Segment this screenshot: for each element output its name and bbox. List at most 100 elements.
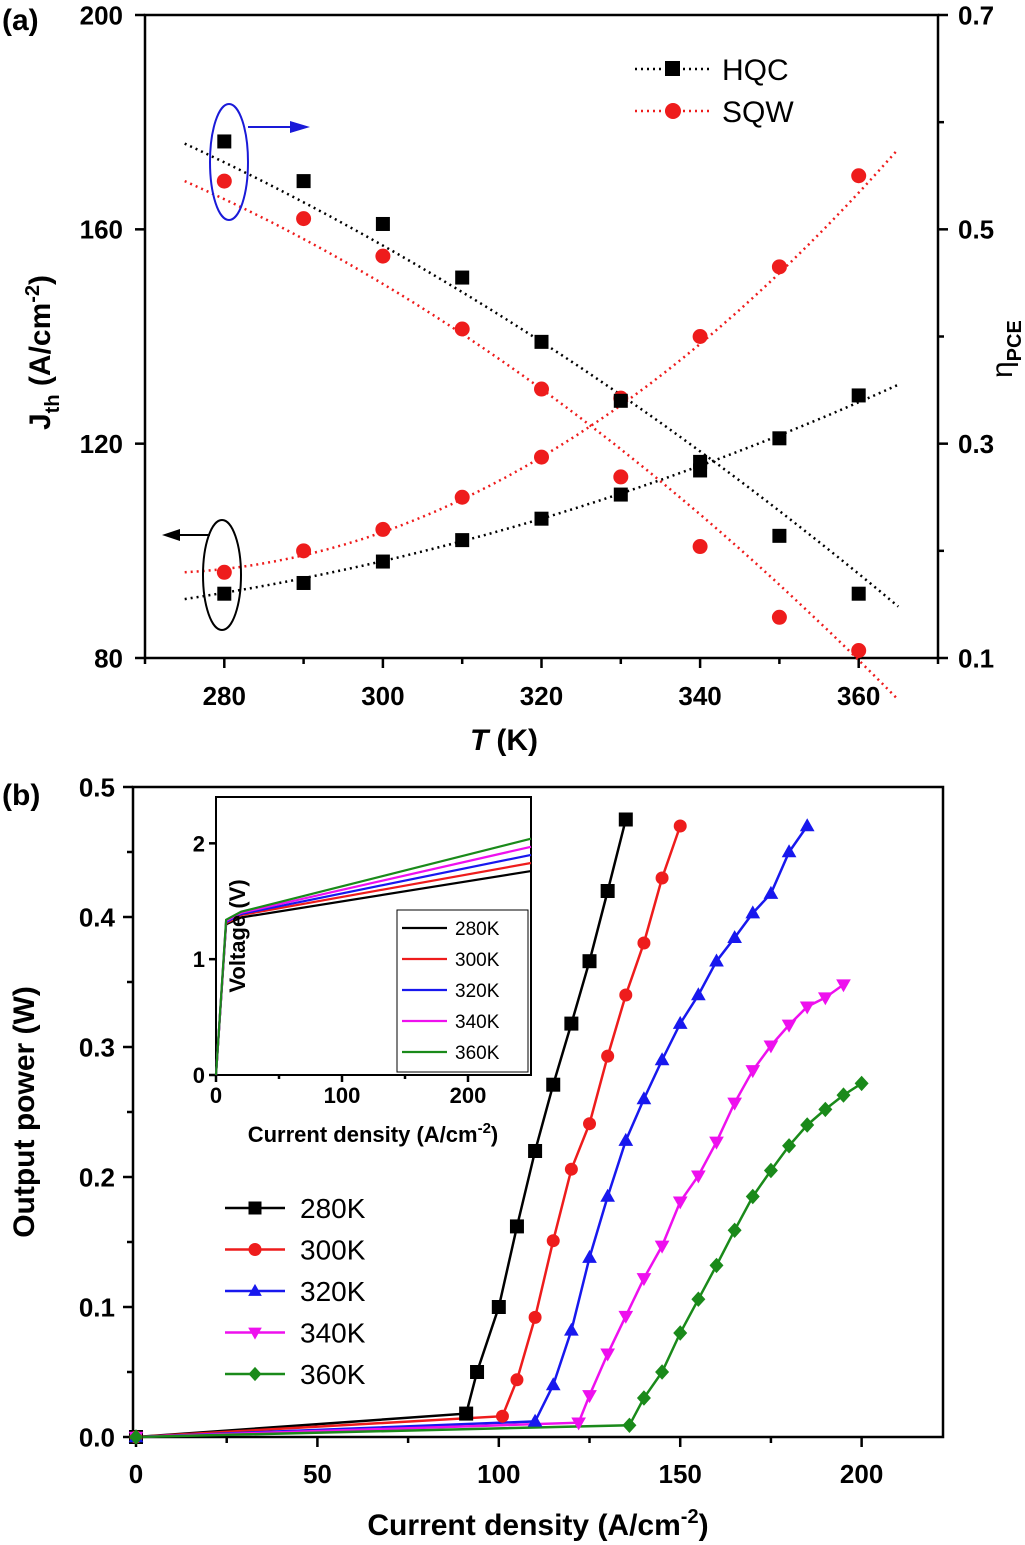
panel-a-point-hqc-left [534,511,549,526]
panel-a-point-sqw-right [771,609,787,625]
panel-a-x-axis-title: T (K) [470,724,538,757]
panel-b-point-360K [622,1417,637,1433]
panel-a-legend: HQC SQW [635,54,794,129]
panel-b-y-tick-label: 0.0 [79,1422,115,1452]
panel-b-x-axis-name: Current density [367,1509,589,1542]
panel-b-point-320K [672,1015,688,1029]
panel-b-x-axis-superscript: -2 [681,1506,699,1528]
legend-hqc-label: HQC [722,54,789,87]
inset-legend-label-320K: 320K [455,981,500,1002]
panel-b-point-360K [800,1117,815,1133]
panel-b-point-360K [129,1429,143,1445]
panel-b-point-340K [672,1196,688,1210]
panel-a-y-tick-label: 160 [80,215,123,245]
panel-b-point-320K [691,987,706,1001]
panel-b-point-320K [781,844,797,858]
panel-a-y2-ticks: 0.1 0.3 0.5 0.7 [938,0,994,673]
panel-b-point-320K [564,1322,579,1336]
panel-b-x-tick-label: 200 [840,1459,883,1489]
panel-a-y-axis-unit: (A/cm [24,303,57,395]
panel-b-point-280K [491,1300,506,1314]
panel-b-point-360K [836,1087,851,1103]
inset-x-axis-name: Current density [248,1122,411,1147]
legend-label-280K: 280K [300,1193,366,1224]
panel-a-x-axis-unit: (K) [496,724,538,757]
panel-a-point-hqc-right [772,528,787,543]
legend-label-360K: 360K [300,1359,366,1390]
panel-a-y-tick-label: 120 [80,429,123,459]
panel-a-y-axis-subscript: th [42,394,64,413]
panel-b-point-320K [654,1052,670,1066]
panel-a-fit-lines [184,142,900,701]
panel-a-point-hqc-left [217,586,232,601]
panel-a-y2-axis-symbol: η [986,361,1019,378]
panel-a-point-sqw-right [375,248,391,264]
panel-b-inset-chart: 0 100 200 0 1 2 280K 300K 320K 340K 360K Voltage… [193,796,532,1147]
panel-a-point-sqw-left [216,564,232,580]
legend-marker-300K [248,1243,262,1256]
panel-a-y-axis-close: ) [24,275,57,285]
right-axis-group-ellipse [209,103,249,221]
panel-a-point-sqw-left [692,329,708,344]
panel-a-label: (a) [2,4,39,37]
inset-x-axis-unit: (A/cm [410,1122,477,1147]
panel-b-point-360K [727,1222,742,1238]
panel-b-y-tick-label: 0.1 [79,1292,115,1322]
panel-b-point-280K [528,1144,543,1158]
inset-y-tick-label: 2 [193,831,205,856]
legend-label-300K: 300K [300,1235,366,1266]
panel-b-label: (b) [2,779,40,812]
inset-x-tick-label: 200 [450,1083,487,1108]
inset-x-axis-superscript: -2 [478,1120,491,1137]
inset-y-ticks: 0 1 2 [193,831,216,1088]
panel-a-point-sqw-left [375,521,391,537]
panel-b-point-340K [817,992,833,1006]
panel-a-x-tick-label: 340 [678,681,721,711]
panel-a-y2-tick-label: 0.1 [958,643,994,673]
inset-x-ticks: 0 100 200 [210,1075,486,1108]
inset-y-tick-label: 1 [193,947,205,972]
panel-b-point-340K [691,1170,706,1184]
panel-b-point-300K [637,936,651,950]
panel-b-point-360K [673,1325,688,1341]
panel-a-point-sqw-left [851,168,867,184]
panel-b-point-340K [745,1065,761,1079]
panel-b-point-340K [727,1097,742,1111]
panel-b-line-360K [135,1082,863,1439]
panel-a-point-hqc-left [613,487,628,502]
panel-b-point-360K [655,1364,670,1380]
panel-a-x-tick-label: 360 [837,681,880,711]
inset-legend: 280K 300K 320K 340K 360K [396,909,529,1073]
panel-a-point-hqc-left [296,575,311,590]
panel-b-point-340K [781,1019,797,1033]
panel-b-point-300K [601,1049,615,1063]
left-axis-arrow-head [162,529,180,541]
panel-b-point-320K [545,1377,561,1391]
inset-series-lines [214,837,532,1076]
panel-b-point-340K [763,1040,779,1054]
panel-b-point-300K [528,1310,542,1324]
panel-b-point-340K [636,1273,652,1287]
panel-b-point-340K [654,1240,670,1254]
legend-marker-320K [248,1283,262,1296]
panel-a-point-sqw-left [771,259,787,275]
panel-b-y-tick-label: 0.5 [79,772,115,802]
panel-a-y-axis-superscript: -2 [22,285,44,303]
panel-a-point-sqw-left [534,449,549,465]
panel-b-point-360K [691,1291,706,1307]
legend-sqw-marker [665,103,681,119]
legend-label-320K: 320K [300,1276,366,1307]
panel-b-y-tick-label: 0.2 [79,1162,115,1192]
inset-x-tick-label: 0 [210,1083,222,1108]
panel-b-x-tick-label: 50 [303,1459,332,1489]
panel-a-point-hqc-left [375,554,390,569]
panel-a-point-sqw-right [454,321,470,337]
legend-sqw-label: SQW [722,96,794,129]
panel-b-x-axis-unit: (A/cm [589,1509,681,1542]
panel-a-point-hqc-right [534,334,549,349]
panel-b-point-280K [509,1219,524,1234]
legend-label-340K: 340K [300,1318,366,1349]
panel-a-point-sqw-right [296,211,312,227]
panel-b-x-ticks: 0 50 100 150 200 [129,1437,883,1489]
